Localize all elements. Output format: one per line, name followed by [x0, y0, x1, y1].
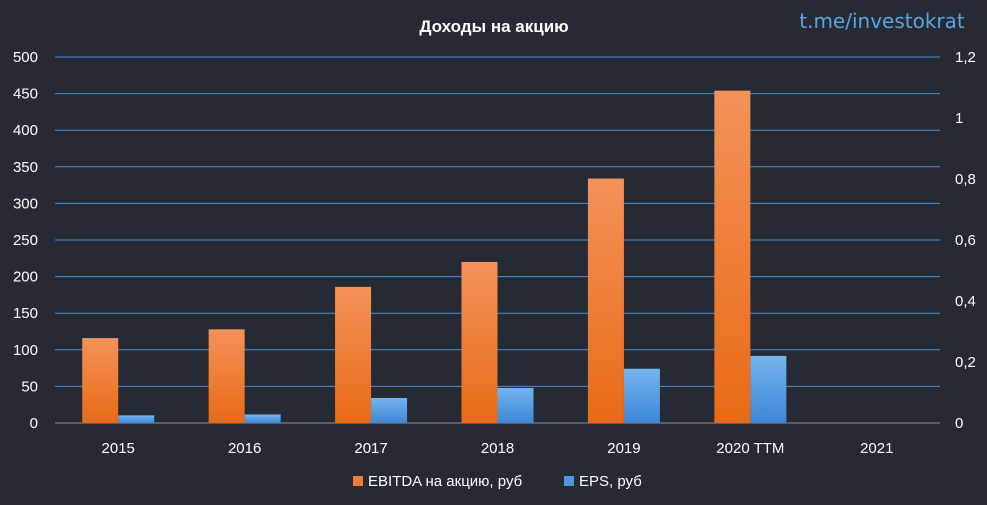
x-tick-label: 2019: [607, 440, 640, 457]
x-tick-label: 2015: [102, 440, 135, 457]
y-left-tick-label: 50: [21, 378, 38, 395]
x-tick-label: 2017: [354, 440, 387, 457]
y-left-tick-label: 500: [13, 49, 38, 66]
bar-ebitda-2019: [587, 178, 624, 423]
y-right-tick-label: 1: [955, 110, 963, 127]
legend-swatch-ebitda: [353, 476, 363, 486]
y-left-tick-label: 350: [13, 159, 38, 176]
legend-swatch-eps: [564, 476, 574, 486]
grid: [55, 56, 940, 424]
bar-ebitda-2017: [335, 286, 372, 423]
y-left-tick-label: 300: [13, 195, 38, 212]
y-left-tick-label: 150: [13, 305, 38, 322]
bar-eps-2015: [118, 415, 155, 423]
bar-ebitda-2015: [82, 338, 119, 423]
y-right-tick-label: 0,6: [955, 232, 976, 249]
y-right-tick-label: 0,2: [955, 354, 976, 371]
y-left-tick-label: 450: [13, 86, 38, 103]
plot-area: [82, 90, 787, 423]
legend-label-ebitda: EBITDA на акцию, руб: [368, 473, 522, 490]
legend-label-eps: EPS, руб: [579, 473, 642, 490]
legend: EBITDA на акцию, руб EPS, руб: [353, 473, 642, 490]
y-axis-right: 0 0,2 0,4 0,6 0,8 1 1,2: [955, 49, 976, 432]
y-right-tick-label: 0,8: [955, 171, 976, 188]
bar-ebitda-2020-ttm: [714, 90, 751, 423]
x-tick-label: 2016: [228, 440, 261, 457]
y-left-tick-label: 100: [13, 342, 38, 359]
bar-ebitda-2016: [208, 329, 245, 423]
y-left-tick-label: 0: [30, 415, 38, 432]
x-tick-label: 2020 TTM: [716, 440, 784, 457]
y-right-tick-label: 0: [955, 415, 963, 432]
y-right-tick-label: 1,2: [955, 49, 976, 66]
bar-eps-2020-ttm: [750, 355, 787, 423]
bar-eps-2018: [497, 387, 534, 423]
bar-eps-2019: [623, 368, 660, 423]
x-tick-label: 2018: [481, 440, 514, 457]
y-left-tick-label: 200: [13, 269, 38, 286]
x-axis: 2015 2016 2017 2018 2019 2020 TTM 2021: [102, 440, 894, 457]
y-left-tick-label: 400: [13, 122, 38, 139]
bar-eps-2016: [244, 414, 281, 423]
x-tick-label: 2021: [860, 440, 893, 457]
y-right-tick-label: 0,4: [955, 293, 976, 310]
y-left-tick-label: 250: [13, 232, 38, 249]
watermark-text: t.me/investokrat: [799, 9, 965, 33]
bar-ebitda-2018: [461, 261, 498, 423]
y-axis-left: 0 50 100 150 200 250 300 350 400 450 500: [13, 49, 38, 432]
bar-eps-2017: [371, 397, 408, 423]
chart-title: Доходы на акцию: [419, 17, 568, 36]
